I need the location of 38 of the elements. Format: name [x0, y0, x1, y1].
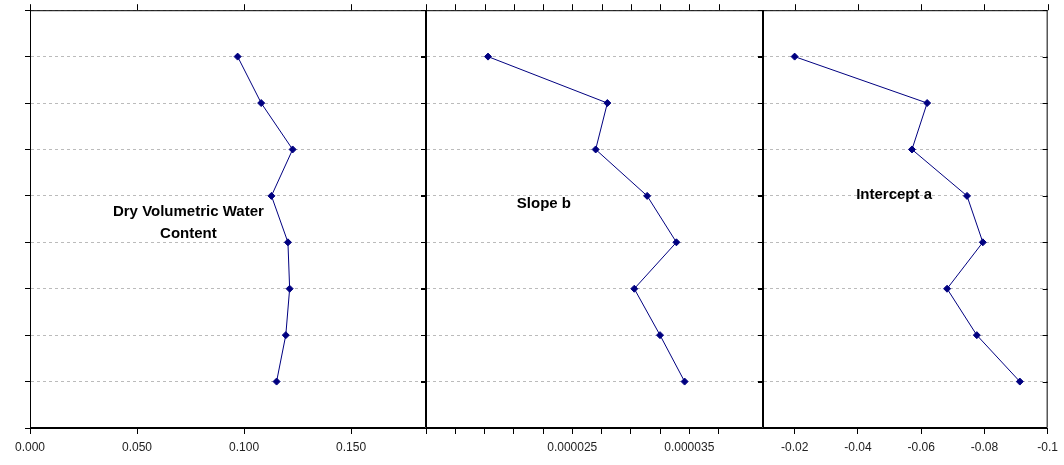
point: [963, 191, 972, 200]
point: [283, 238, 292, 247]
text: Intercept a: [855, 184, 933, 205]
point: [288, 145, 297, 154]
point: [978, 238, 987, 247]
point: [943, 284, 952, 293]
point: [257, 99, 266, 108]
point: [233, 52, 242, 61]
point: [267, 191, 276, 200]
point: [630, 284, 639, 293]
x-tick-label: 0.000025: [547, 439, 598, 454]
x-tick-label: -0.02: [780, 439, 809, 454]
point: [672, 238, 681, 247]
point: [643, 191, 652, 200]
x-tick-label: 0.000: [14, 439, 46, 454]
point: [603, 99, 612, 108]
point: [591, 145, 600, 154]
x-tick-label: 0.150: [336, 439, 367, 454]
x-tick-label: -0.06: [907, 439, 936, 454]
point: [1015, 377, 1024, 386]
x-tick-label: -0.04: [844, 439, 872, 454]
point: [907, 145, 916, 154]
point: [285, 284, 294, 293]
text: Dry Volumetric Water Content: [111, 201, 265, 244]
point: [972, 331, 981, 340]
x-tick-label: 0.100: [229, 439, 260, 454]
point: [281, 331, 290, 340]
point: [790, 52, 799, 61]
point: [680, 377, 689, 386]
point: [272, 377, 281, 386]
x-tick-label: -0.1: [1037, 439, 1059, 454]
point: [656, 331, 665, 340]
point: [484, 52, 493, 61]
x-tick-label: 0.000035: [664, 439, 715, 454]
point: [923, 99, 932, 108]
x-tick-label: 0.050: [122, 439, 153, 454]
x-tick-label: -0.08: [970, 439, 999, 454]
text: Slope b: [515, 192, 572, 213]
